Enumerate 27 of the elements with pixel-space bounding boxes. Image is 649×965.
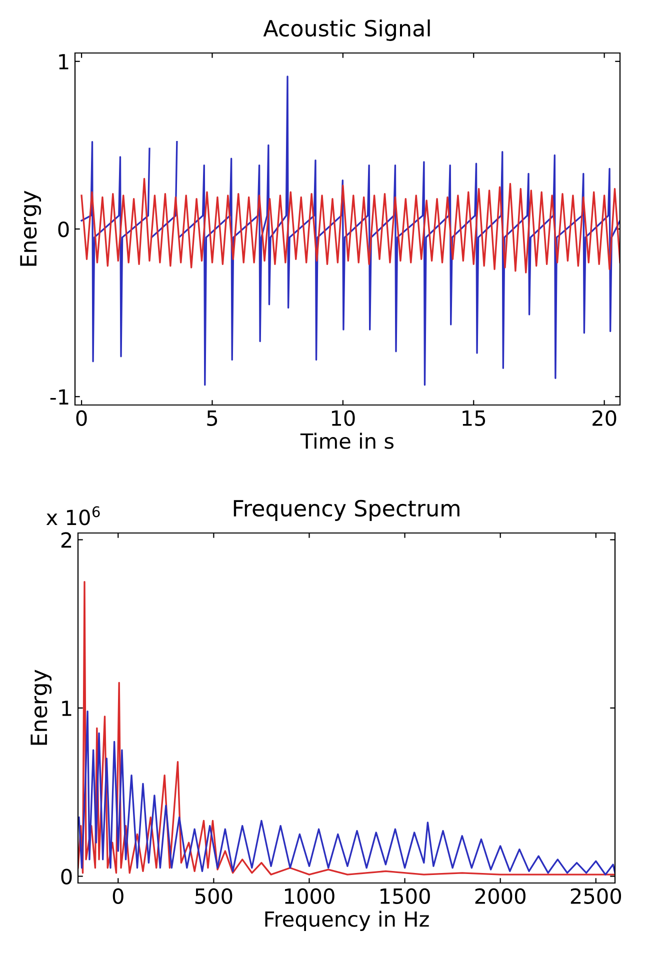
x-tick-label: 1500 [380,888,430,904]
text: x 10$^{6}$ [46,506,100,526]
y-tick-label: 1 [59,54,68,70]
x-tick-label: 20 [592,410,616,426]
x-tick-label: 0 [112,888,124,904]
x-tick-label: 1000 [285,888,334,904]
x-tick-label: 500 [195,888,232,904]
y-tick-label: -1 [50,389,68,405]
y-tick-label: 0 [58,221,69,238]
x-tick-label: 10 [332,410,355,426]
y-axis-title: Energy [20,190,42,266]
y-tick-label: 2 [61,532,72,548]
line-series [78,710,615,876]
x-axis-title: Frequency in Hz [265,910,429,931]
line-series [80,178,620,274]
x-tick-label: 2000 [475,888,526,904]
x-tick-label: 5 [207,410,218,426]
y-axis-title: Energy [30,670,52,745]
y-tick-label: 0 [61,868,72,884]
x-tick-label: 15 [462,410,486,426]
x-tick-label: 2500 [570,888,622,904]
line-series [78,580,615,876]
chart-title: Frequency Spectrum [234,500,460,521]
chart-title: Acoustic Signal [263,19,430,41]
y-tick-label: 1 [62,700,72,716]
x-axis-title: Time in s [300,432,394,449]
x-tick-label: 0 [76,410,87,426]
